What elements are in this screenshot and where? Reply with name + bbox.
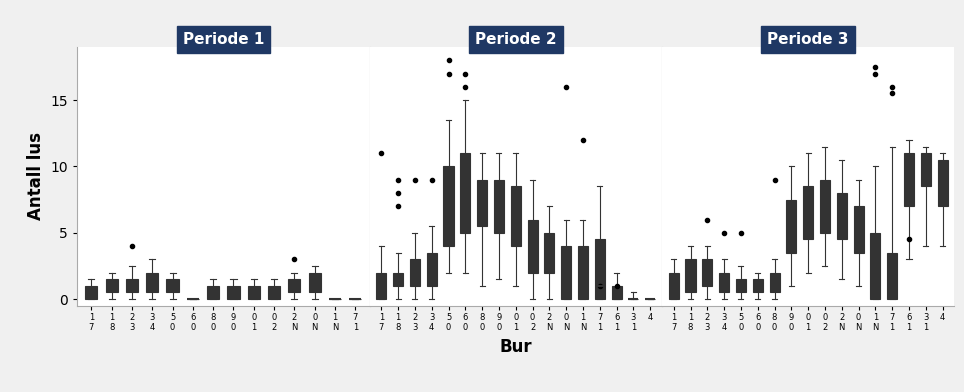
PathPatch shape — [527, 220, 538, 272]
PathPatch shape — [494, 180, 504, 233]
PathPatch shape — [410, 260, 420, 286]
PathPatch shape — [820, 180, 830, 233]
PathPatch shape — [938, 160, 948, 206]
PathPatch shape — [126, 279, 138, 292]
PathPatch shape — [753, 279, 763, 292]
PathPatch shape — [887, 253, 897, 299]
PathPatch shape — [85, 286, 97, 299]
PathPatch shape — [803, 186, 814, 240]
PathPatch shape — [921, 153, 931, 186]
PathPatch shape — [248, 286, 260, 299]
PathPatch shape — [904, 153, 914, 206]
PathPatch shape — [105, 279, 118, 292]
PathPatch shape — [393, 272, 403, 286]
PathPatch shape — [477, 180, 487, 226]
PathPatch shape — [669, 272, 679, 299]
PathPatch shape — [460, 153, 470, 233]
PathPatch shape — [787, 200, 796, 253]
X-axis label: Bur: Bur — [499, 338, 532, 356]
PathPatch shape — [376, 272, 387, 299]
PathPatch shape — [427, 253, 437, 286]
PathPatch shape — [595, 240, 604, 299]
PathPatch shape — [703, 260, 712, 286]
PathPatch shape — [719, 272, 729, 292]
PathPatch shape — [545, 233, 554, 272]
PathPatch shape — [853, 206, 864, 253]
Title: Periode 2: Periode 2 — [475, 32, 556, 47]
PathPatch shape — [511, 186, 521, 246]
PathPatch shape — [308, 272, 321, 292]
PathPatch shape — [228, 286, 240, 299]
Y-axis label: Antall lus: Antall lus — [27, 132, 45, 220]
PathPatch shape — [685, 260, 696, 292]
Title: Periode 1: Periode 1 — [182, 32, 264, 47]
PathPatch shape — [207, 286, 219, 299]
PathPatch shape — [561, 246, 572, 299]
PathPatch shape — [167, 279, 178, 292]
PathPatch shape — [288, 279, 301, 292]
PathPatch shape — [870, 233, 880, 299]
PathPatch shape — [769, 272, 780, 292]
PathPatch shape — [736, 279, 746, 292]
PathPatch shape — [837, 193, 846, 240]
PathPatch shape — [443, 167, 453, 246]
PathPatch shape — [147, 272, 158, 292]
PathPatch shape — [578, 246, 588, 299]
PathPatch shape — [611, 286, 622, 299]
Title: Periode 3: Periode 3 — [767, 32, 849, 47]
PathPatch shape — [268, 286, 281, 299]
